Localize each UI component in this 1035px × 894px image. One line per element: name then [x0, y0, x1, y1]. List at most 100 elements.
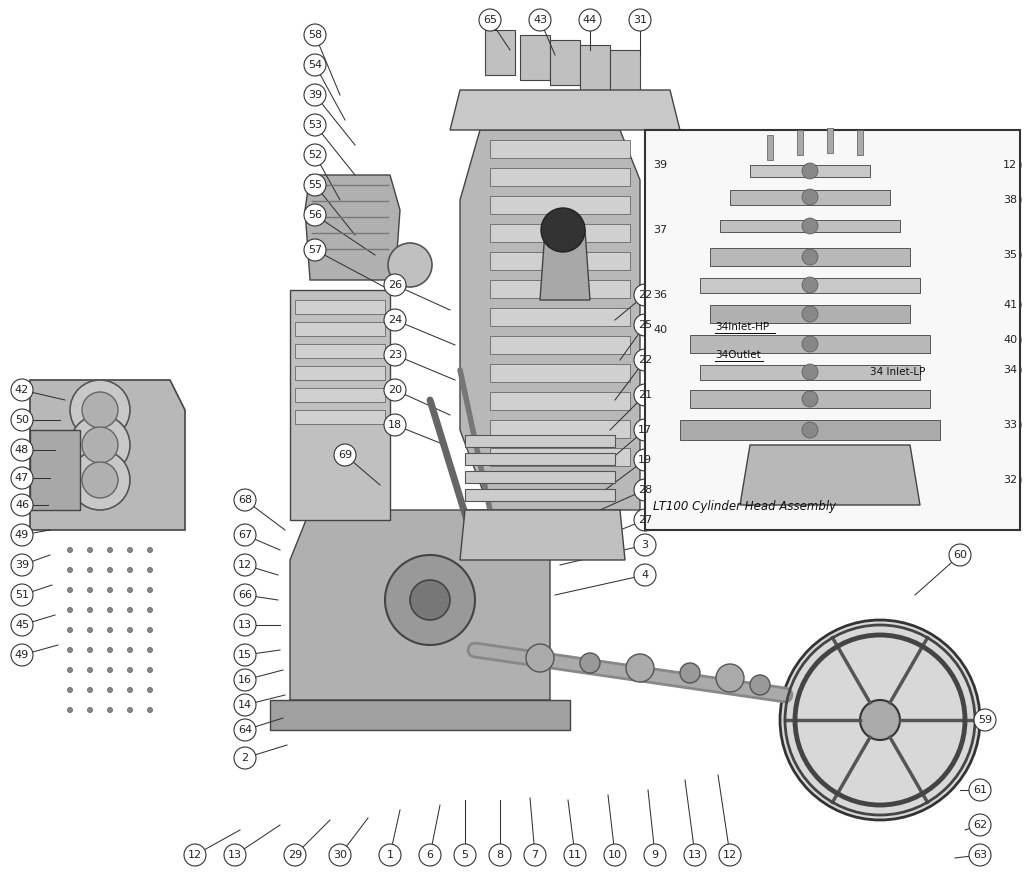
Circle shape [88, 668, 92, 672]
Circle shape [649, 284, 671, 306]
Circle shape [489, 844, 511, 866]
Text: 47: 47 [14, 473, 29, 483]
Polygon shape [30, 380, 185, 530]
Circle shape [802, 277, 818, 293]
Text: 51: 51 [14, 590, 29, 600]
Text: 34: 34 [1003, 365, 1017, 375]
Text: 12: 12 [188, 850, 202, 860]
Text: 45: 45 [14, 620, 29, 630]
Polygon shape [30, 430, 80, 510]
Circle shape [334, 444, 356, 466]
Circle shape [304, 114, 326, 136]
Circle shape [529, 9, 551, 31]
Polygon shape [460, 130, 640, 510]
Circle shape [479, 9, 501, 31]
Circle shape [969, 814, 990, 836]
Circle shape [716, 664, 744, 692]
Circle shape [304, 54, 326, 76]
Circle shape [148, 547, 152, 552]
Circle shape [11, 524, 33, 546]
Text: 32: 32 [1003, 475, 1017, 485]
Text: 35: 35 [1003, 250, 1017, 260]
Circle shape [234, 614, 256, 636]
Circle shape [304, 174, 326, 196]
Circle shape [999, 329, 1021, 351]
Text: 40: 40 [1003, 335, 1017, 345]
Circle shape [649, 154, 671, 176]
Circle shape [148, 668, 152, 672]
Circle shape [802, 189, 818, 205]
Circle shape [67, 587, 72, 593]
Text: 19: 19 [638, 455, 652, 465]
Text: 57: 57 [308, 245, 322, 255]
Polygon shape [490, 196, 630, 214]
Bar [645, 130, 1021, 530]
Circle shape [304, 24, 326, 46]
Text: 64: 64 [238, 725, 253, 735]
Circle shape [634, 349, 656, 371]
Circle shape [999, 359, 1021, 381]
Circle shape [234, 747, 256, 769]
Circle shape [684, 844, 706, 866]
Circle shape [88, 707, 92, 713]
Circle shape [802, 163, 818, 179]
Circle shape [11, 554, 33, 576]
Circle shape [234, 489, 256, 511]
Circle shape [385, 555, 475, 645]
Text: 13: 13 [238, 620, 252, 630]
Circle shape [634, 564, 656, 586]
Text: 68: 68 [238, 495, 253, 505]
Circle shape [580, 653, 600, 673]
Circle shape [11, 379, 33, 401]
Circle shape [999, 469, 1021, 491]
Circle shape [860, 700, 900, 740]
Polygon shape [490, 392, 630, 410]
Circle shape [70, 415, 130, 475]
Text: 9: 9 [651, 850, 658, 860]
Circle shape [284, 844, 306, 866]
Text: 10: 10 [608, 850, 622, 860]
Circle shape [999, 414, 1021, 436]
Circle shape [384, 379, 406, 401]
Text: 20: 20 [388, 385, 402, 395]
Circle shape [234, 719, 256, 741]
Text: 4: 4 [642, 570, 649, 580]
Text: 8: 8 [497, 850, 504, 860]
Text: 31: 31 [633, 15, 647, 25]
Circle shape [384, 414, 406, 436]
Polygon shape [465, 471, 615, 483]
Circle shape [634, 449, 656, 471]
Polygon shape [465, 489, 615, 501]
Circle shape [127, 687, 132, 693]
Circle shape [969, 844, 990, 866]
Circle shape [11, 409, 33, 431]
Polygon shape [490, 336, 630, 354]
Text: 49: 49 [14, 530, 29, 540]
Polygon shape [797, 130, 803, 155]
Circle shape [579, 9, 601, 31]
Circle shape [88, 628, 92, 632]
Text: 62: 62 [973, 820, 987, 830]
Circle shape [802, 364, 818, 380]
Circle shape [127, 608, 132, 612]
Text: 40: 40 [653, 325, 668, 335]
Circle shape [634, 384, 656, 406]
Circle shape [108, 687, 113, 693]
Circle shape [108, 707, 113, 713]
Polygon shape [305, 175, 400, 280]
Circle shape [148, 628, 152, 632]
Text: 54: 54 [308, 60, 322, 70]
Text: 66: 66 [238, 590, 252, 600]
Circle shape [999, 154, 1021, 176]
Polygon shape [490, 280, 630, 298]
Circle shape [802, 249, 818, 265]
Text: 25: 25 [638, 320, 652, 330]
Polygon shape [720, 220, 900, 232]
Text: 50: 50 [14, 415, 29, 425]
Circle shape [127, 568, 132, 572]
Text: 27: 27 [638, 515, 652, 525]
Circle shape [82, 392, 118, 428]
Text: 59: 59 [978, 715, 993, 725]
Text: 5: 5 [462, 850, 469, 860]
Circle shape [67, 647, 72, 653]
